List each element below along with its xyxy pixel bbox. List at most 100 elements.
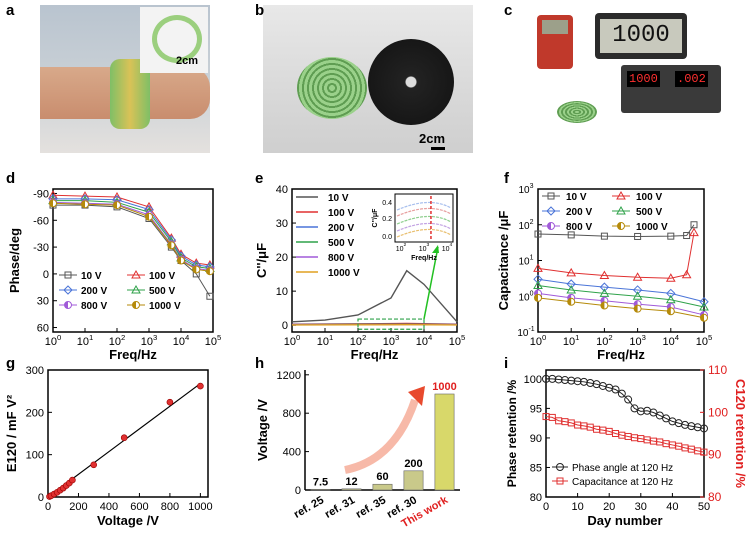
chart-i-series-0-point-17 bbox=[649, 408, 658, 417]
photo-coils: 2cm bbox=[263, 5, 473, 153]
chart-f-series-1-point-4 bbox=[665, 273, 676, 282]
chart-g-xtick-label-4: 800 bbox=[161, 501, 179, 513]
chart-d-series-3-line bbox=[53, 200, 210, 270]
chart-d-legend-marker-4-fill bbox=[64, 301, 68, 309]
chart-i-series-0-point-5 bbox=[573, 377, 582, 386]
scale-label-a: 2cm bbox=[176, 55, 199, 67]
chart-e-legend-label-0: 10 V bbox=[328, 193, 349, 204]
chart-i-ylabel: Phase retention /% bbox=[505, 379, 519, 487]
chart-g-ytick-label-3: 300 bbox=[26, 365, 44, 377]
chart-d-ytick-label-3: 0 bbox=[43, 269, 49, 281]
chart-g-point-10 bbox=[120, 434, 128, 442]
chart-f-legend-marker-0 bbox=[547, 192, 555, 200]
chart-d-series-5-point-7-fill bbox=[206, 267, 210, 275]
chart-e-inset-ytick-label-1: 0.2 bbox=[382, 216, 392, 223]
chart-f-series-2-point-2 bbox=[599, 282, 610, 292]
coil-device bbox=[557, 101, 597, 123]
chart-g-ytick-label-1: 100 bbox=[26, 450, 44, 462]
chart-h-value-label-1: 12 bbox=[345, 476, 357, 488]
chart-i-ytick-label-2: 90 bbox=[530, 433, 542, 445]
chart-i-series-0-point-12 bbox=[617, 389, 626, 398]
supply-display-right: .002 bbox=[675, 71, 708, 87]
chart-e-xtick-label-3: 103 bbox=[383, 333, 400, 348]
chart-h-ytick-label-3: 1200 bbox=[277, 370, 301, 382]
chart-e-zoom-arrow bbox=[423, 246, 439, 320]
chart-e-ytick-label-3: 30 bbox=[276, 218, 288, 230]
chart-e-inset-ylabel: C''/μF bbox=[372, 208, 379, 228]
chart-g-xtick-label-0: 0 bbox=[45, 501, 51, 513]
chart-f-legend-marker-5-fill bbox=[617, 222, 621, 230]
photo-meter: 1000 1000 .002 bbox=[523, 5, 728, 135]
chart-d-legend-label-1: 100 V bbox=[149, 271, 175, 282]
chart-h-ylabel: Voltage /V bbox=[255, 399, 270, 461]
chart-d-series-5-point-2-fill bbox=[113, 201, 117, 209]
chart-f-legend-label-5: 1000 V bbox=[636, 222, 668, 233]
chart-f-series-3-point-4 bbox=[665, 294, 676, 304]
multimeter-screen bbox=[542, 20, 568, 34]
chart-i-series-0-point-15 bbox=[636, 407, 645, 416]
chart-i-xtick-label-0: 0 bbox=[543, 501, 549, 513]
chart-i-series-0-point-6 bbox=[579, 377, 588, 386]
chart-g-xtick-label-1: 200 bbox=[69, 501, 87, 513]
chart-f-legend-marker-1 bbox=[616, 190, 626, 200]
chart-e-ytick-label-2: 20 bbox=[276, 252, 288, 264]
chart-f-xlabel: Freq/Hz bbox=[597, 347, 645, 362]
lcd-screen: 1000 bbox=[600, 19, 682, 53]
black-disc bbox=[368, 39, 454, 125]
chart-f-legend-marker-2 bbox=[546, 206, 556, 216]
chart-e-inset-curve-2 bbox=[396, 215, 452, 225]
chart-i-series-0-point-2 bbox=[554, 375, 563, 384]
chart-i-y2tick-label-0: 80 bbox=[708, 490, 722, 504]
supply-display-left: 1000 bbox=[627, 71, 660, 87]
chart-f-series-3-point-2 bbox=[599, 288, 610, 297]
chart-f-series-4-line bbox=[537, 292, 705, 316]
chart-f-legend-marker-4-fill bbox=[547, 222, 551, 230]
chart-h-ytick-label-2: 800 bbox=[283, 408, 301, 420]
chart-i-legend-label-0: Phase angle at 120 Hz bbox=[572, 463, 673, 474]
panel-letter-a: a bbox=[6, 2, 15, 19]
chart-e-legend-label-4: 800 V bbox=[328, 253, 354, 264]
chart-e-inset-curve-0 bbox=[396, 201, 452, 211]
panel-letter-h: h bbox=[255, 355, 265, 372]
chart-d-ylabel: Phase/deg bbox=[7, 228, 22, 293]
chart-f-xtick-label-5: 105 bbox=[696, 333, 713, 348]
chart-f-series-5-point-5-fill bbox=[700, 314, 704, 322]
chart-f-legend-label-4: 800 V bbox=[566, 222, 592, 233]
multimeter bbox=[537, 15, 573, 69]
chart-f-series-1-point-0 bbox=[533, 263, 543, 272]
chart-d-xlabel: Freq/Hz bbox=[109, 347, 157, 362]
chart-h-bar-2 bbox=[372, 483, 393, 491]
chart-e-inset-ytick-label-2: 0.4 bbox=[382, 200, 392, 207]
panel-letter-c: c bbox=[504, 2, 513, 19]
panel-letter-d: d bbox=[6, 170, 16, 187]
chart-g-xlabel: Voltage /V bbox=[97, 513, 159, 528]
chart-d-xtick-label-1: 101 bbox=[77, 333, 94, 348]
power-supply: 1000 .002 bbox=[621, 65, 721, 113]
chart-h-ytick-label-0: 0 bbox=[295, 485, 301, 497]
chart-d-series-5-point-0-fill bbox=[49, 199, 53, 207]
chart-d-legend-label-0: 10 V bbox=[81, 271, 102, 282]
chart-e-inset-xlabel: Freq/Hz bbox=[411, 255, 437, 262]
chart-f-xtick-label-2: 102 bbox=[596, 333, 613, 348]
chart-d-xtick-label-0: 100 bbox=[45, 333, 62, 348]
chart-i-series-0-point-4 bbox=[567, 376, 576, 385]
chart-e-xlabel: Freq/Hz bbox=[351, 347, 399, 362]
chart-f-series-1-point-6 bbox=[689, 227, 699, 237]
chart-e-xtick-label-0: 100 bbox=[284, 333, 301, 348]
chart-f-series-1-line bbox=[537, 232, 695, 279]
chart-f-series-1-point-2 bbox=[599, 270, 610, 280]
chart-f-legend-marker-3 bbox=[616, 205, 626, 215]
chart-f-series-0-point-0 bbox=[534, 230, 542, 238]
chart-g-point-11 bbox=[166, 398, 174, 406]
panel-letter-e: e bbox=[255, 170, 264, 187]
chart-i-ytick-label-0: 80 bbox=[530, 492, 542, 504]
chart-e-ytick-label-1: 10 bbox=[276, 286, 288, 298]
chart-g-ytick-label-0: 0 bbox=[38, 492, 44, 504]
chart-d-series-5-point-1-fill bbox=[81, 200, 85, 208]
chart-f-xtick-label-3: 103 bbox=[629, 333, 646, 348]
chart-f-ytick-label-4: 103 bbox=[518, 183, 533, 196]
chart-i-series-0-point-24 bbox=[693, 423, 702, 432]
chart-f-series-3-point-0 bbox=[533, 280, 543, 289]
chart-d-legend-marker-0 bbox=[64, 271, 72, 279]
